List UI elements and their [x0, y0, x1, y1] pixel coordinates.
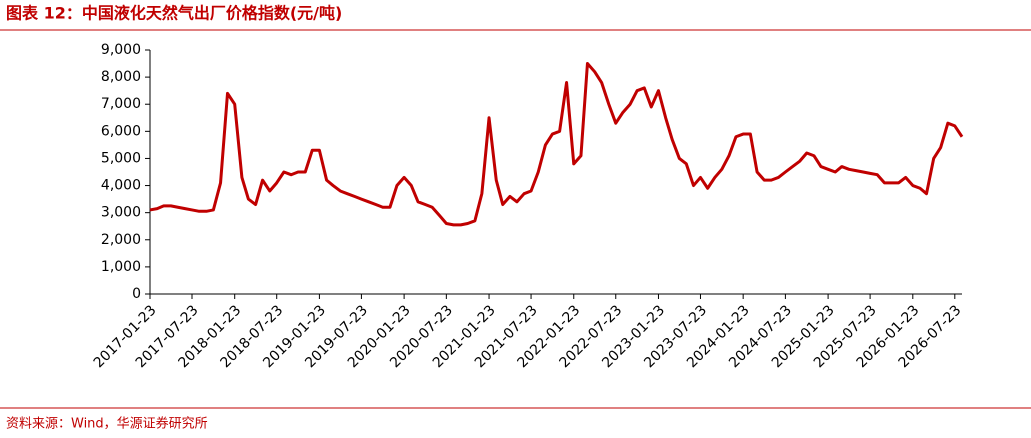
y-tick-label: 3,000 [101, 205, 141, 221]
y-tick-label: 8,000 [101, 69, 141, 85]
line-series [149, 62, 964, 227]
y-tick-label: 4,000 [101, 178, 141, 194]
y-tick-label: 6,000 [101, 123, 141, 139]
y-tick-label: 5,000 [101, 150, 141, 166]
y-tick-label: 7,000 [101, 96, 141, 112]
y-tick-label: 0 [132, 286, 141, 302]
chart-title: 图表 12：中国液化天然气出厂价格指数(元/吨) [6, 4, 342, 23]
source: 资料来源：Wind，华源证券研究所 [6, 416, 208, 432]
y-tick-label: 2,000 [101, 232, 141, 248]
y-tick-label: 9,000 [101, 42, 141, 58]
y-tick-label: 1,000 [101, 259, 141, 275]
